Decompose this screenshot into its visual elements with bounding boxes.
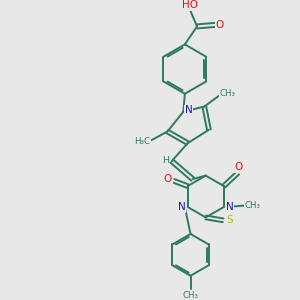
- Text: S: S: [226, 215, 233, 225]
- Text: CH₃: CH₃: [220, 89, 236, 98]
- Text: N: N: [178, 202, 186, 212]
- Text: O: O: [215, 20, 224, 30]
- Text: H: H: [162, 156, 169, 165]
- Text: CH₃: CH₃: [182, 291, 199, 300]
- Text: O: O: [234, 162, 242, 172]
- Text: H₃C: H₃C: [134, 137, 150, 146]
- Text: N: N: [226, 202, 233, 212]
- Text: N: N: [185, 105, 193, 115]
- Text: HO: HO: [182, 0, 198, 10]
- Text: CH₃: CH₃: [244, 201, 260, 210]
- Text: O: O: [164, 174, 172, 184]
